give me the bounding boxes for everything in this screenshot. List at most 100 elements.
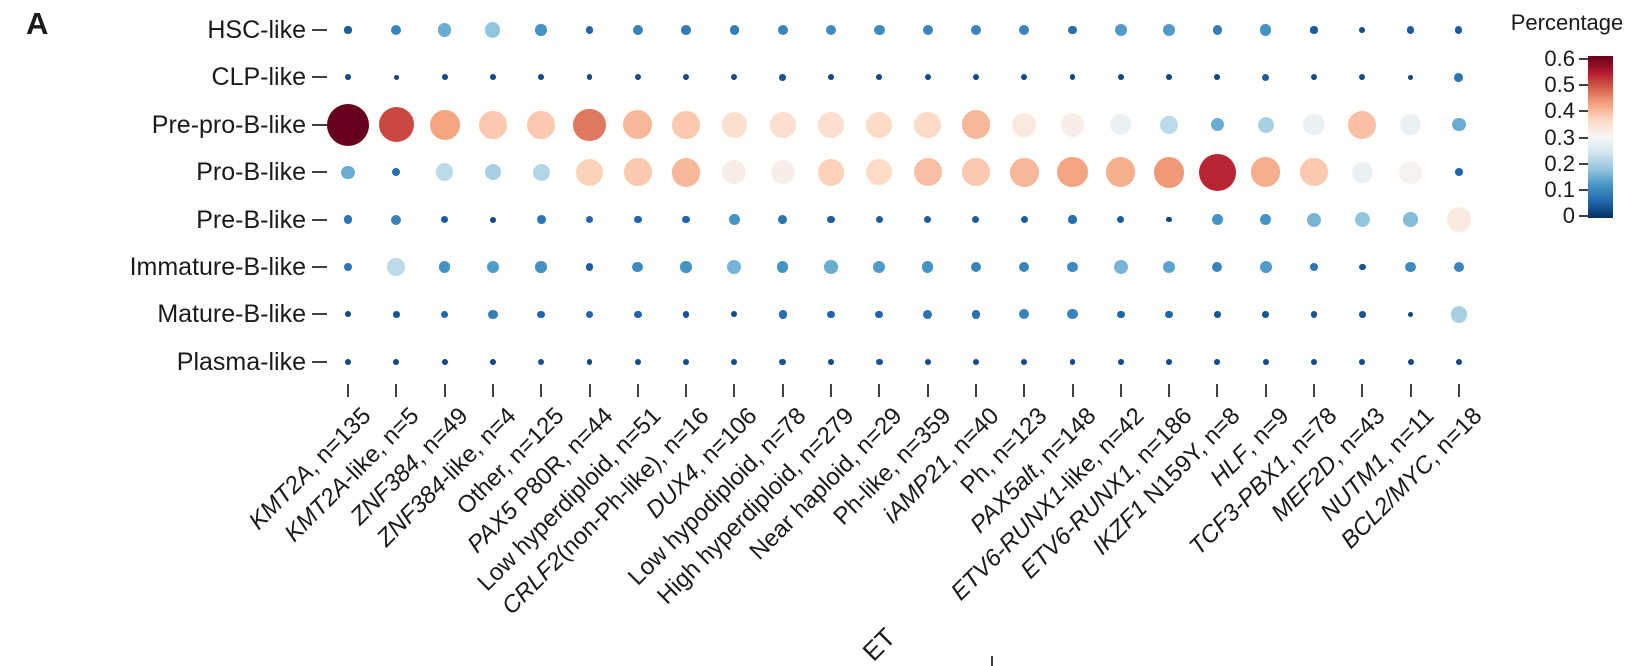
matrix-dot (818, 111, 844, 138)
x-axis-tick (1361, 384, 1364, 397)
matrix-dot (576, 158, 603, 186)
matrix-dot (1106, 157, 1136, 187)
matrix-dot (1165, 310, 1173, 319)
x-axis-tick (1119, 384, 1122, 397)
colorbar-tick-label: 0.3 (1544, 124, 1575, 150)
matrix-dot (585, 310, 594, 319)
matrix-dot (922, 24, 933, 36)
matrix-dot (341, 165, 355, 179)
matrix-dot (1307, 212, 1321, 227)
matrix-dot (485, 22, 501, 38)
x-axis-tick (540, 384, 543, 397)
y-axis-tick (312, 360, 327, 363)
matrix-dot (633, 215, 642, 224)
matrix-dot (393, 311, 400, 318)
matrix-dot (962, 158, 990, 186)
matrix-dot (1303, 114, 1325, 136)
colorbar-tick-label: 0.1 (1544, 176, 1575, 202)
matrix-dot (727, 260, 742, 274)
matrix-dot (873, 24, 885, 36)
matrix-dot (731, 358, 738, 365)
x-axis-tick (636, 384, 639, 397)
matrix-dot (484, 164, 502, 181)
matrix-dot (971, 310, 981, 319)
matrix-dot (1403, 212, 1418, 227)
matrix-dot (828, 358, 834, 365)
matrix-dot (1407, 358, 1414, 365)
row-label-mature-b-like: Mature-B-like (157, 300, 306, 329)
matrix-dot (1153, 156, 1185, 188)
matrix-dot (532, 163, 550, 181)
matrix-dot (682, 311, 690, 318)
matrix-dot (1453, 261, 1464, 273)
x-axis-tick (443, 384, 446, 397)
matrix-dot (392, 168, 401, 177)
matrix-dot (1069, 358, 1076, 365)
matrix-dot (1359, 74, 1366, 81)
matrix-dot (817, 158, 845, 186)
matrix-dot (972, 216, 980, 224)
y-axis-tick (312, 313, 327, 316)
matrix-dot (1309, 262, 1319, 272)
matrix-dot (634, 74, 641, 81)
matrix-dot (479, 111, 507, 139)
row-label-immature-b-like: Immature-B-like (129, 253, 306, 281)
matrix-dot (1166, 358, 1173, 365)
matrix-dot (1212, 261, 1223, 273)
matrix-dot (536, 215, 546, 225)
matrix-dot (1021, 358, 1028, 365)
matrix-dot (875, 216, 883, 224)
matrix-dot (1166, 74, 1173, 81)
x-axis-tick (878, 384, 881, 397)
matrix-dot (429, 109, 460, 140)
row-label-hsc-like: HSC-like (207, 16, 306, 44)
matrix-dot (924, 74, 931, 81)
matrix-dot (1160, 115, 1178, 134)
matrix-dot (924, 216, 932, 224)
matrix-dot (776, 261, 789, 273)
matrix-dot (1069, 74, 1076, 81)
matrix-dot (435, 163, 454, 181)
y-axis-tick (312, 123, 327, 126)
x-axis-tick (491, 384, 494, 397)
matrix-dot (1259, 260, 1272, 274)
matrix-dot (1359, 358, 1366, 365)
matrix-dot (1113, 260, 1128, 274)
x-axis-tick (1409, 384, 1412, 397)
matrix-dot (343, 215, 353, 225)
matrix-dot (634, 358, 641, 365)
y-axis-tick (312, 171, 327, 174)
colorbar-tick (1579, 136, 1588, 139)
matrix-dot (1068, 215, 1077, 224)
matrix-dot (538, 74, 545, 81)
matrix-dot (489, 358, 496, 365)
matrix-dot (731, 311, 738, 318)
matrix-dot (1009, 157, 1039, 187)
matrix-dot (343, 262, 353, 272)
row-label-pro-b-like: Pro-B-like (196, 158, 306, 187)
y-axis-tick (312, 76, 327, 79)
matrix-dot (1019, 24, 1030, 36)
matrix-dot (488, 309, 498, 320)
matrix-dot (441, 358, 448, 365)
row-label-plasma-like: Plasma-like (176, 347, 306, 376)
matrix-dot (441, 74, 448, 81)
matrix-dot (391, 214, 402, 225)
matrix-dot (1259, 24, 1272, 36)
matrix-dot (1019, 261, 1030, 273)
x-axis-tick (1023, 384, 1026, 397)
matrix-dot (1454, 72, 1464, 82)
matrix-dot (672, 111, 700, 139)
matrix-dot (970, 261, 981, 273)
matrix-dot (1359, 27, 1366, 33)
matrix-dot (632, 24, 643, 36)
matrix-dot (1068, 25, 1077, 35)
matrix-dot (972, 358, 979, 365)
matrix-dot (680, 261, 692, 273)
matrix-dot (1021, 74, 1028, 81)
matrix-dot (1455, 358, 1462, 365)
matrix-dot (1211, 213, 1224, 226)
row-label-pre-b-like: Pre-B-like (196, 205, 306, 234)
colorbar-tick-label: 0.5 (1544, 72, 1575, 98)
matrix-dot (633, 310, 642, 319)
